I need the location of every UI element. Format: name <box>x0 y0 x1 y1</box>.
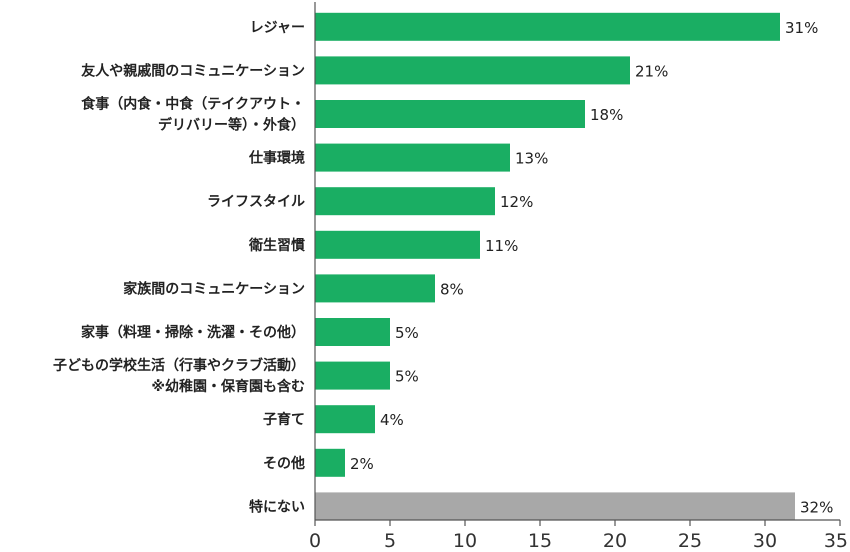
category-label: 特にない <box>249 498 305 515</box>
x-tick-label: 10 <box>453 530 477 552</box>
x-tick-label: 0 <box>309 530 321 552</box>
category-label-line: レジャー <box>250 20 305 36</box>
category-label-line: 友人や親戚間のコミュニケーション <box>81 62 305 79</box>
category-label: 友人や親戚間のコミュニケーション <box>81 62 305 79</box>
bar <box>315 230 480 259</box>
category-labels: レジャー友人や親戚間のコミュニケーション食事（内食・中食（テイクアウト・デリバリ… <box>53 20 305 516</box>
value-label: 12% <box>500 193 533 211</box>
value-label: 2% <box>350 455 374 473</box>
category-label: 子どもの学校生活（行事やクラブ活動） ※幼稚園・保育園も含む <box>53 357 305 395</box>
x-tick-label: 30 <box>753 530 777 552</box>
x-tick-label: 35 <box>824 530 848 552</box>
bars-group <box>315 12 795 521</box>
value-label: 8% <box>440 280 464 298</box>
category-label-line: 特にない <box>249 498 305 515</box>
category-label: 家事（料理・掃除・洗濯・その他） <box>81 324 305 341</box>
category-label-line: ライフスタイル <box>207 194 305 210</box>
x-tick-label: 5 <box>384 530 396 552</box>
value-label: 5% <box>395 368 419 386</box>
category-label-line: 子どもの学校生活（行事やクラブ活動） <box>53 357 305 374</box>
category-label: その他 <box>263 455 305 472</box>
value-label: 5% <box>395 324 419 342</box>
bar <box>315 318 390 346</box>
value-label: 32% <box>800 498 833 516</box>
value-label: 13% <box>515 150 548 168</box>
category-label-line: その他 <box>263 455 305 472</box>
value-label: 18% <box>590 106 623 124</box>
bar <box>315 56 630 85</box>
value-label: 4% <box>380 411 404 429</box>
bar <box>315 274 435 303</box>
bar <box>315 12 780 41</box>
x-axis: 0 5 10 15 20 25 30 35 <box>309 2 848 552</box>
x-tick-label: 20 <box>603 530 627 552</box>
category-label: 仕事環境 <box>248 150 305 167</box>
value-labels: 31% 21% 18% 13% 12% 11% 8% 5% 5% 4% 2% 32% <box>350 19 833 517</box>
x-tick-label: 15 <box>528 530 552 552</box>
bar <box>315 187 495 216</box>
category-label-line: デリバリー等）・外食） <box>158 117 305 134</box>
value-label: 31% <box>785 19 818 37</box>
category-label: 衛生習慣 <box>248 237 305 254</box>
bar <box>315 405 375 434</box>
category-label-line: 子育て <box>263 411 305 428</box>
category-label: ライフスタイル <box>207 194 305 210</box>
category-label: 子育て <box>263 411 305 428</box>
bar <box>315 361 390 390</box>
category-label-line: 家族間のコミュニケーション <box>123 280 305 297</box>
bar <box>315 492 795 521</box>
value-label: 21% <box>635 62 668 80</box>
category-label-line: 家事（料理・掃除・洗濯・その他） <box>81 324 305 341</box>
bar <box>315 448 345 477</box>
category-label-line: ※幼稚園・保育園も含む <box>151 378 305 395</box>
bar <box>315 143 510 172</box>
category-label-line: 仕事環境 <box>248 150 305 167</box>
x-tick-label: 25 <box>678 530 702 552</box>
category-label: 家族間のコミュニケーション <box>123 280 305 297</box>
value-label: 11% <box>485 237 518 255</box>
category-label-line: 食事（内食・中食（テイクアウト・ <box>81 96 305 113</box>
category-label-line: 衛生習慣 <box>248 237 305 254</box>
category-label: 食事（内食・中食（テイクアウト・デリバリー等）・外食） <box>81 96 305 134</box>
bar <box>315 100 585 128</box>
category-label: レジャー <box>250 20 305 36</box>
